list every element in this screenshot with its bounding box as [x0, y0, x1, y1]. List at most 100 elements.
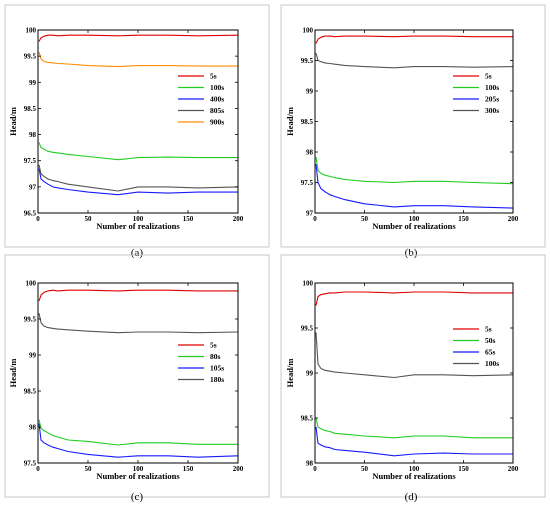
legend-label-50s: 50s [485, 336, 496, 345]
x-tick-label: 150 [183, 215, 194, 223]
y-tick-label: 98 [306, 149, 314, 157]
y-tick-label: 98 [29, 424, 37, 432]
x-tick-label: 150 [458, 465, 469, 473]
x-tick-label: 200 [508, 215, 519, 223]
legend-label-100s: 100s [485, 359, 499, 368]
legend-label-400s: 400s [210, 95, 224, 104]
legend-label-5s: 5s [210, 72, 217, 81]
legend-label-5s: 5s [485, 72, 492, 81]
x-tick-label: 100 [133, 215, 144, 223]
y-axis-label: Head/m [285, 107, 295, 136]
legend-label-900s: 900s [210, 118, 224, 127]
y-tick-label: 98 [29, 131, 37, 139]
y-tick-label: 100 [303, 280, 314, 288]
x-tick-label: 100 [133, 465, 144, 473]
y-tick-label: 100 [303, 27, 314, 35]
y-tick-label: 97.5 [24, 157, 37, 165]
plot-area [314, 29, 514, 214]
y-tick-label: 98 [306, 460, 314, 468]
y-tick-label: 99 [306, 88, 314, 96]
panel-frame [280, 4, 546, 248]
legend-label-805s: 805s [210, 106, 224, 115]
legend-label-300s: 300s [485, 106, 499, 115]
legend: 5s 50s 65s 100s [453, 325, 499, 368]
x-axis-label: Number of realizations [96, 471, 180, 481]
series-line-300s [315, 53, 514, 69]
y-tick-label: 98.5 [301, 415, 314, 423]
x-tick-label: 150 [458, 215, 469, 223]
y-tick-label: 97.5 [24, 460, 37, 468]
x-tick-label: 50 [85, 215, 93, 223]
legend: 5s 80s 105s 180s [178, 341, 224, 384]
y-tick-label: 98.5 [24, 105, 37, 113]
y-axis-label: Head/m [8, 107, 18, 136]
y-tick-label: 99.5 [301, 57, 314, 65]
y-tick-label: 100 [26, 27, 37, 35]
series-line-100s [315, 332, 514, 379]
panel-caption: (c) [131, 491, 144, 503]
legend-label-80s: 80s [210, 352, 221, 361]
panel-frame [280, 254, 546, 498]
legend-label-100s: 100s [485, 83, 499, 92]
x-tick-label: 0 [36, 215, 40, 223]
series-line-100s [38, 142, 238, 161]
x-tick-label: 100 [409, 465, 420, 473]
x-tick-label: 200 [233, 465, 244, 473]
y-tick-label: 97 [306, 210, 314, 218]
x-tick-label: 0 [313, 465, 317, 473]
x-tick-label: 200 [233, 215, 244, 223]
y-tick-label: 96.5 [24, 210, 37, 218]
x-tick-label: 0 [36, 465, 40, 473]
x-tick-label: 150 [183, 465, 194, 473]
x-tick-label: 50 [361, 215, 369, 223]
y-tick-label: 97 [29, 183, 37, 191]
x-tick-label: 50 [85, 465, 93, 473]
plot-area [37, 29, 239, 214]
y-tick-label: 99 [29, 352, 37, 360]
legend-label-205s: 205s [485, 95, 499, 104]
x-axis-label: Number of realizations [372, 471, 456, 481]
series-line-900s [38, 51, 238, 68]
legend-label-100s: 100s [210, 83, 224, 92]
y-tick-label: 97.5 [301, 179, 314, 187]
panel-frame [4, 254, 270, 498]
y-tick-label: 99.5 [301, 325, 314, 333]
series-line-80s [38, 419, 238, 446]
y-axis-label: Head/m [8, 359, 18, 388]
legend-label-5s: 5s [210, 341, 217, 350]
y-tick-label: 100 [26, 280, 37, 288]
legend: 5s 100s 205s 300s [453, 72, 499, 115]
y-tick-label: 99.5 [24, 53, 37, 61]
series-line-100s [315, 156, 514, 185]
series-line-50s [315, 417, 513, 439]
panel-caption: (b) [405, 247, 418, 259]
panel-frame [4, 4, 270, 248]
legend: 5s 100s 400s 805s 900s [178, 72, 224, 127]
series-line-205s [315, 164, 514, 209]
series-line-105s [38, 423, 239, 458]
plot-area [37, 282, 239, 464]
series-line-65s [315, 426, 513, 457]
series-line-180s [38, 313, 239, 334]
panel-caption: (a) [131, 247, 144, 259]
legend-label-5s: 5s [485, 325, 492, 334]
y-tick-label: 99 [306, 370, 314, 378]
series-line-5s [38, 289, 238, 302]
y-axis-label: Head/m [285, 359, 295, 388]
x-axis-label: Number of realizations [96, 221, 180, 231]
legend-label-65s: 65s [485, 348, 496, 357]
x-tick-label: 0 [313, 215, 317, 223]
x-tick-label: 50 [361, 465, 369, 473]
chart-panel-2: 0 50 100 150 2009797.59898.59999.5100Number … [280, 4, 546, 259]
series-line-5s [315, 35, 513, 44]
series-line-5s [38, 34, 239, 42]
legend-label-105s: 105s [210, 364, 224, 373]
chart-panel-1: 0 50 100 150 20096.59797.59898.59999.5100Num… [4, 4, 270, 259]
y-tick-label: 98.5 [301, 118, 314, 126]
legend-label-180s: 180s [210, 375, 224, 384]
series-line-805s [38, 164, 239, 192]
y-tick-label: 99 [29, 79, 37, 87]
